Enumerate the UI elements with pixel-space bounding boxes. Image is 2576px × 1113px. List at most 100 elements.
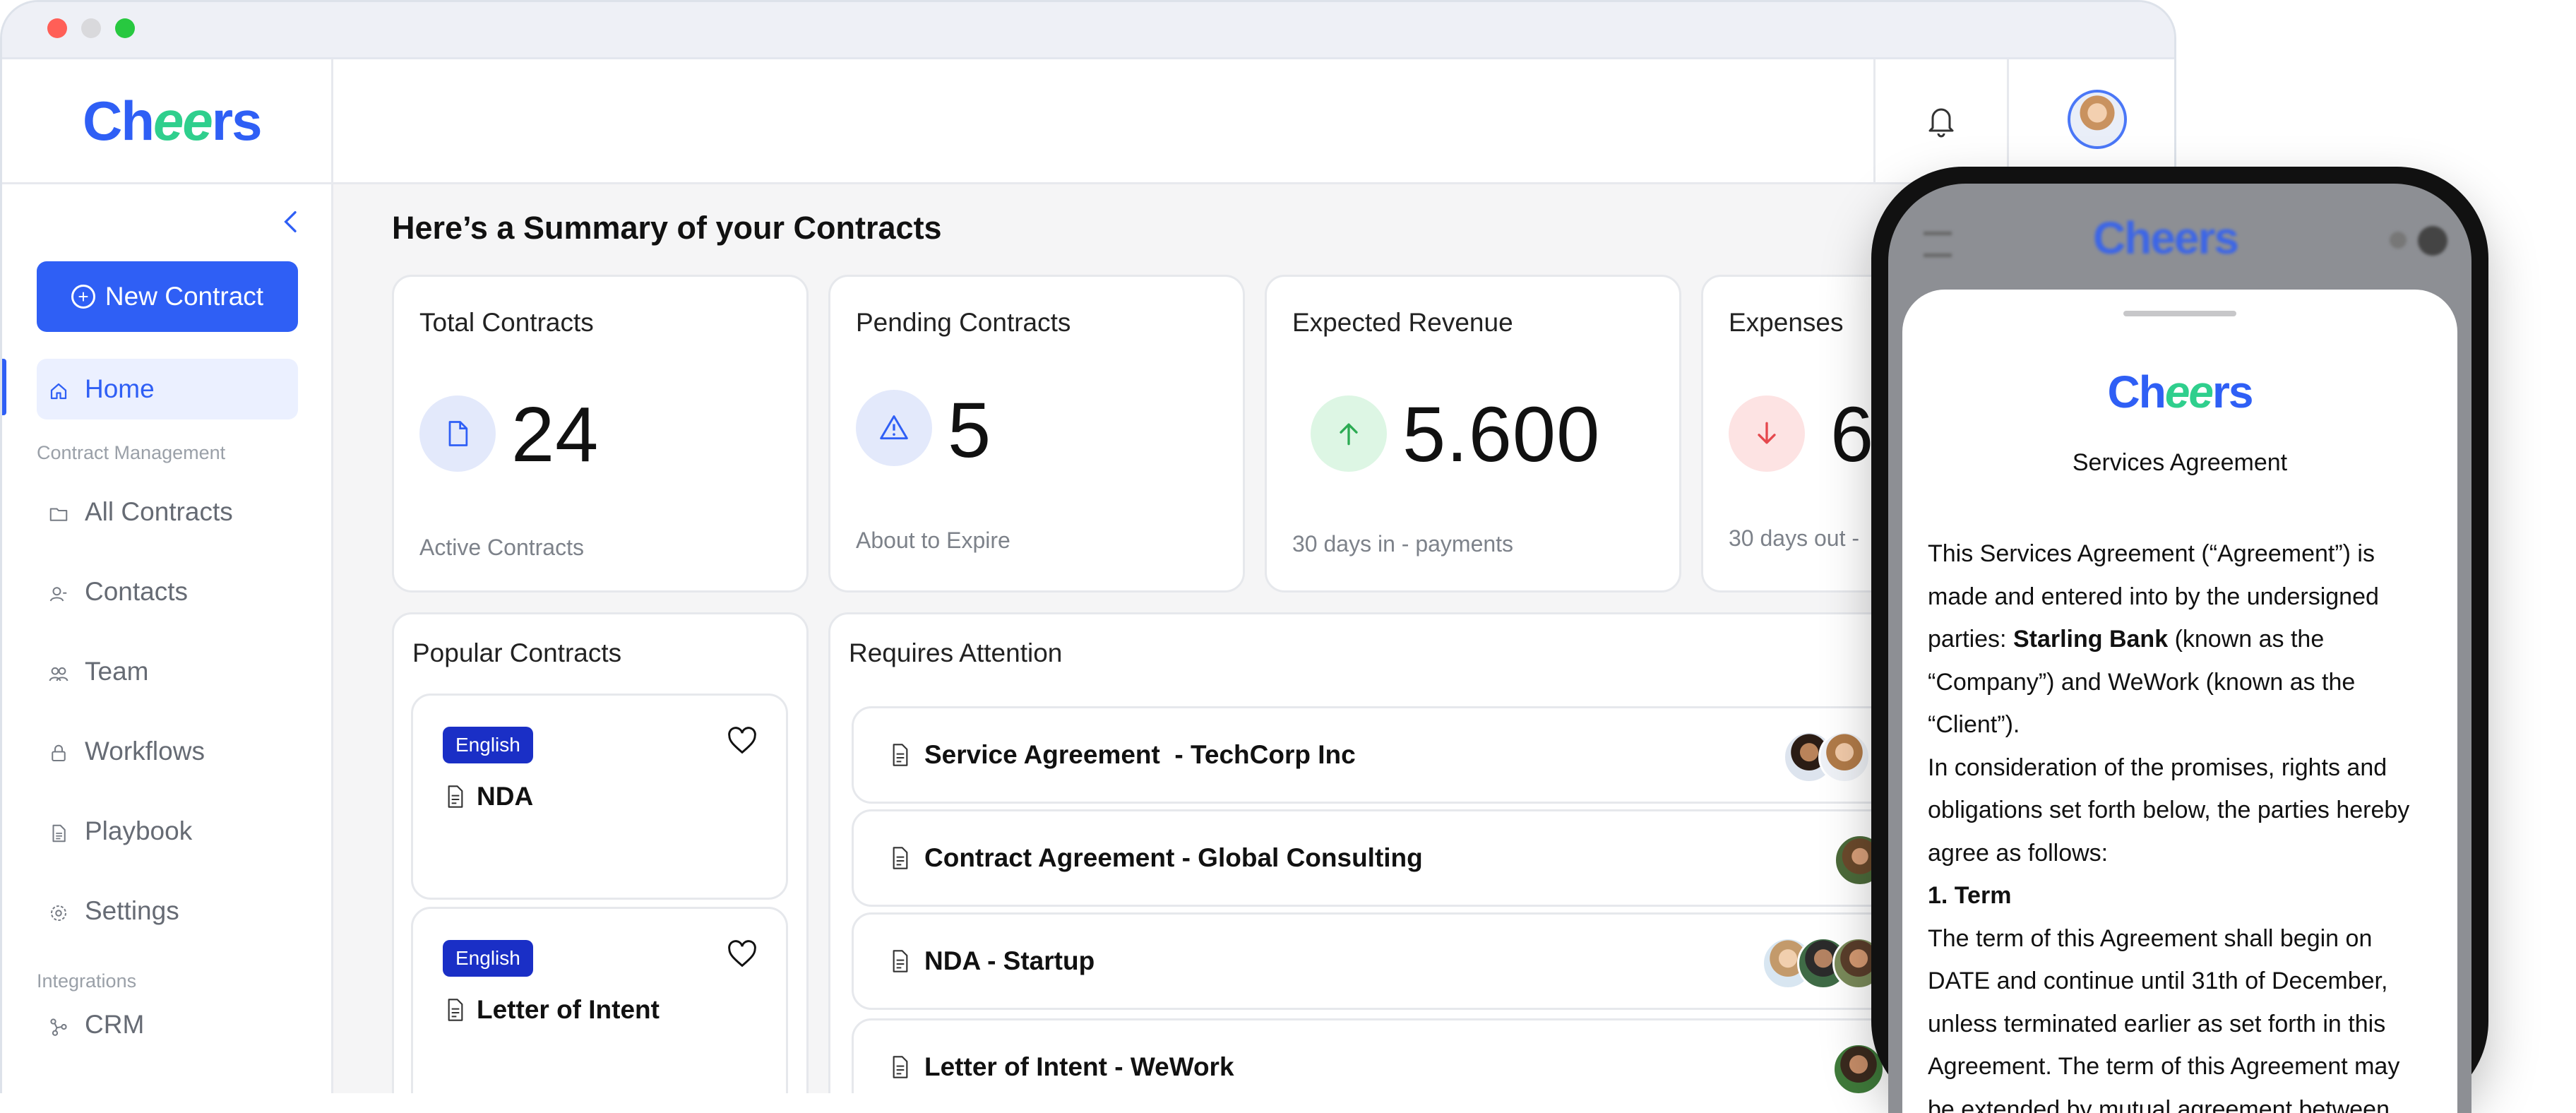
contract-name: Service Agreement - TechCorp Inc xyxy=(889,708,1356,802)
sidebar-item-label: Home xyxy=(85,374,155,404)
sidebar-item-home[interactable]: Home xyxy=(37,359,298,419)
sheet-grabber[interactable] xyxy=(2123,311,2236,316)
document-icon xyxy=(889,1054,912,1080)
document-bold-text: Starling Bank xyxy=(2013,626,2168,653)
logo-text-mid: ee xyxy=(2165,367,2212,417)
sidebar-item-all-contracts[interactable]: All Contracts xyxy=(37,482,298,542)
language-badge: English xyxy=(443,940,533,977)
attention-row[interactable]: Contract Agreement - Global Consulting xyxy=(852,809,1911,907)
new-contract-button[interactable]: + New Contract xyxy=(37,261,298,332)
bell-icon xyxy=(2390,232,2407,249)
logo-text-mid: ee xyxy=(153,90,212,152)
phone-app-logo: Cheers xyxy=(2093,212,2238,264)
document-icon xyxy=(889,742,912,768)
document-icon xyxy=(889,845,912,871)
contract-name: Letter of Intent xyxy=(444,995,660,1025)
plus-circle-icon: + xyxy=(71,285,95,309)
popular-contract-card[interactable]: English Letter of Intent xyxy=(411,907,788,1093)
contract-name-text: NDA xyxy=(477,782,533,811)
sidebar-item-team[interactable]: Team xyxy=(37,641,298,702)
crm-icon xyxy=(48,1014,69,1035)
lock-icon xyxy=(48,741,69,762)
document-body: This Services Agreement (“Agreement”) is… xyxy=(1928,532,2415,1113)
minimize-window-button[interactable] xyxy=(81,18,101,38)
section-label-contract-management: Contract Management xyxy=(37,442,225,464)
heart-icon[interactable] xyxy=(727,727,758,755)
document-icon xyxy=(444,997,467,1023)
document-icon xyxy=(419,395,496,472)
menu-icon xyxy=(1924,232,1952,257)
panel-title: Requires Attention xyxy=(849,638,1062,668)
warning-icon xyxy=(856,390,932,466)
stat-sub: Active Contracts xyxy=(419,535,584,561)
stat-sub: 30 days in - payments xyxy=(1292,531,1513,557)
sidebar-item-label: Contacts xyxy=(85,577,188,607)
notifications-button[interactable] xyxy=(1873,59,2009,182)
stat-card-total-contracts[interactable]: Total Contracts 24 Active Contracts xyxy=(392,275,809,593)
folder-icon xyxy=(48,501,69,523)
user-avatar[interactable] xyxy=(2068,90,2127,149)
avatar xyxy=(1818,731,1871,783)
stat-card-expected-revenue[interactable]: Expected Revenue 5.600 30 days in - paym… xyxy=(1265,275,1681,593)
browser-window: Cheers + New Contract Home Contract Mana… xyxy=(0,0,2176,1093)
phone-screen: Cheers Cheers Services Agreement This Se… xyxy=(1888,184,2471,1113)
document-paragraph: The term of this Agreement shall begin o… xyxy=(1928,917,2415,1113)
close-window-button[interactable] xyxy=(47,18,67,38)
gear-icon xyxy=(48,900,69,922)
section-label-integrations: Integrations xyxy=(37,970,136,992)
team-icon xyxy=(48,661,69,682)
logo-text-mid: ee xyxy=(2150,213,2198,263)
attention-row[interactable]: Service Agreement - TechCorp Inc xyxy=(852,706,1911,804)
contract-name-text: Letter of Intent - WeWork xyxy=(924,1052,1234,1082)
panel-title: Popular Contracts xyxy=(412,638,621,668)
stat-value: 6 xyxy=(1830,390,1874,480)
stat-label: Pending Contracts xyxy=(856,308,1071,338)
collapse-sidebar-icon[interactable] xyxy=(278,208,306,236)
app-logo[interactable]: Cheers xyxy=(83,89,261,153)
document-sheet[interactable]: Cheers Services Agreement This Services … xyxy=(1902,290,2457,1113)
active-indicator xyxy=(2,359,6,415)
contract-name: NDA xyxy=(444,782,533,811)
logo-text-suffix: rs xyxy=(2212,367,2253,417)
stat-card-pending-contracts[interactable]: Pending Contracts 5 About to Expire xyxy=(828,275,1245,593)
document-heading: 1. Term xyxy=(1928,882,2011,909)
stat-value: 5.600 xyxy=(1402,390,1600,480)
sidebar-item-label: Team xyxy=(85,657,148,686)
language-badge: English xyxy=(443,727,533,763)
maximize-window-button[interactable] xyxy=(115,18,135,38)
attention-row[interactable]: Letter of Intent - WeWork xyxy=(852,1018,1911,1093)
stat-sub: About to Expire xyxy=(856,528,1010,554)
contract-name: Contract Agreement - Global Consulting xyxy=(889,811,1423,905)
heart-icon[interactable] xyxy=(727,940,758,968)
sidebar-item-playbook[interactable]: Playbook xyxy=(37,801,298,862)
sidebar: Cheers + New Contract Home Contract Mana… xyxy=(2,59,333,1093)
sidebar-item-crm[interactable]: CRM xyxy=(37,994,298,1055)
attention-row[interactable]: NDA - Startup xyxy=(852,912,1911,1010)
contract-name-text: NDA - Startup xyxy=(924,946,1095,976)
contract-name: Letter of Intent - WeWork xyxy=(889,1020,1234,1093)
sidebar-item-label: Settings xyxy=(85,896,179,926)
contract-name: NDA - Startup xyxy=(889,915,1095,1008)
sidebar-item-label: CRM xyxy=(85,1010,144,1040)
arrow-up-icon xyxy=(1311,395,1387,472)
arrow-down-icon xyxy=(1729,395,1805,472)
sidebar-item-label: Workflows xyxy=(85,737,205,766)
document-paragraph: This Services Agreement (“Agreement”) is… xyxy=(1928,532,2415,746)
stat-sub: 30 days out - xyxy=(1729,525,1859,552)
sheet-logo: Cheers xyxy=(1902,366,2457,418)
sidebar-item-workflows[interactable]: Workflows xyxy=(37,721,298,782)
logo-text-suffix: rs xyxy=(2198,213,2238,263)
logo-text-prefix: Ch xyxy=(2093,213,2150,263)
popular-contracts-panel: Popular Contracts English NDA English Le… xyxy=(392,612,809,1093)
stat-label: Total Contracts xyxy=(419,308,594,338)
document-paragraph: In consideration of the promises, rights… xyxy=(1928,746,2415,875)
logo-area: Cheers xyxy=(2,59,331,184)
contract-name-text: Service Agreement - TechCorp Inc xyxy=(924,740,1356,770)
contacts-icon xyxy=(48,581,69,602)
contract-name-text: Contract Agreement - Global Consulting xyxy=(924,843,1423,873)
sidebar-item-contacts[interactable]: Contacts xyxy=(37,561,298,622)
document-icon xyxy=(444,784,467,809)
popular-contract-card[interactable]: English NDA xyxy=(411,694,788,900)
sidebar-item-settings[interactable]: Settings xyxy=(37,881,298,941)
sidebar-item-label: All Contracts xyxy=(85,497,233,527)
